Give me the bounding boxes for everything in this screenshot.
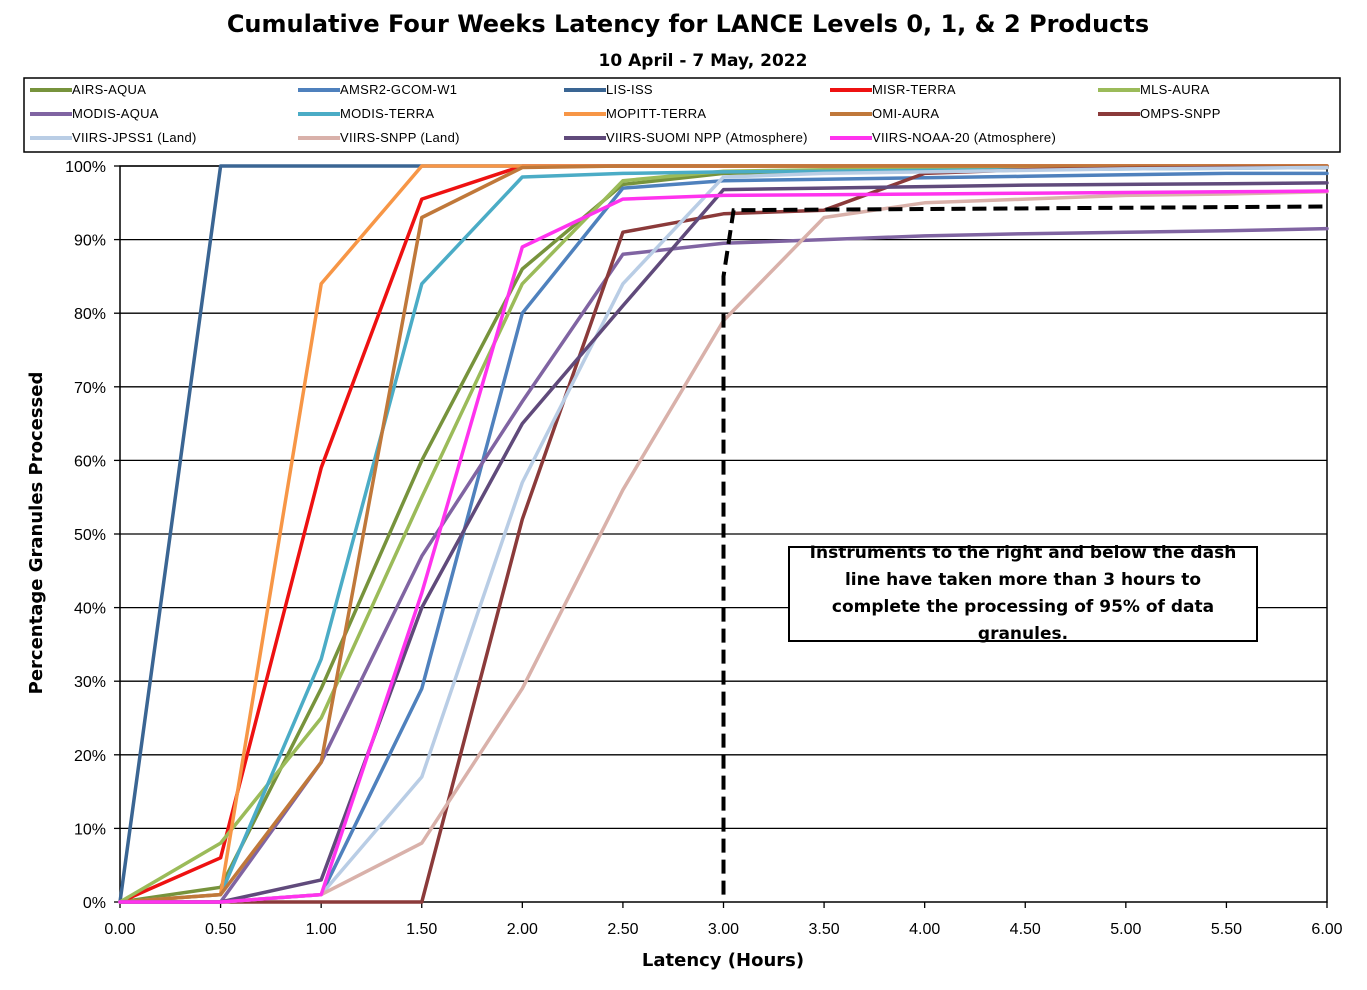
x-tick-label: 1.50 xyxy=(406,921,437,938)
legend-label-modis-terra: MODIS-TERRA xyxy=(340,106,434,121)
series-lines xyxy=(118,164,1329,904)
legend-label-viirs-suomi-npp-atmosphere: VIIRS-SUOMI NPP (Atmosphere) xyxy=(606,130,808,145)
legend-label-omi-aura: OMI-AURA xyxy=(872,106,939,121)
legend-label-viirs-noaa-20-atmosphere: VIIRS-NOAA-20 (Atmosphere) xyxy=(872,130,1056,145)
x-tick-label: 2.00 xyxy=(507,921,538,938)
x-tick-label: 5.50 xyxy=(1211,921,1242,938)
y-tick-label: 70% xyxy=(74,380,106,397)
y-tick-label: 10% xyxy=(74,821,106,838)
x-tick-label: 4.00 xyxy=(909,921,940,938)
x-tick-label: 0.50 xyxy=(205,921,236,938)
legend-label-omps-snpp: OMPS-SNPP xyxy=(1140,106,1221,121)
y-axis-label: Percentage Granules Processed xyxy=(26,372,47,695)
legend-label-viirs-jpss1-land: VIIRS-JPSS1 (Land) xyxy=(72,130,197,145)
x-tick-label: 4.50 xyxy=(1010,921,1041,938)
x-tick-label: 5.00 xyxy=(1110,921,1141,938)
chart-title: Cumulative Four Weeks Latency for LANCE … xyxy=(227,10,1149,38)
x-tick-label: 6.00 xyxy=(1311,921,1342,938)
legend-label-mls-aura: MLS-AURA xyxy=(1140,82,1210,97)
legend: AIRS-AQUA AMSR2-GCOM-W1 LIS-ISS MISR-TERRA M… xyxy=(23,77,1341,153)
x-tick-label: 1.00 xyxy=(306,921,337,938)
legend-label-mopitt-terra: MOPITT-TERRA xyxy=(606,106,706,121)
x-tick-label: 3.00 xyxy=(708,921,739,938)
series-line-omi-aura xyxy=(118,164,1329,904)
legend-label-misr-terra: MISR-TERRA xyxy=(872,82,956,97)
y-tick-label: 80% xyxy=(74,306,106,323)
x-tick-label: 0.00 xyxy=(104,921,135,938)
y-tick-label: 60% xyxy=(74,453,106,470)
x-axis-label: Latency (Hours) xyxy=(642,950,804,971)
y-tick-label: 0% xyxy=(83,895,106,912)
legend-label-amsr2-gcom-w1: AMSR2-GCOM-W1 xyxy=(340,82,457,97)
x-axis-ticks: 0.00 0.50 1.00 1.50 2.00 2.50 3.00 3.50 4.00 4.50… xyxy=(104,902,1343,938)
series-line-viirs-noaa-20-atmosphere xyxy=(118,189,1329,904)
annotation-box: Instruments to the right and below the d… xyxy=(788,543,1258,644)
y-tick-label: 100% xyxy=(65,159,106,176)
y-tick-label: 50% xyxy=(74,527,106,544)
threshold-dash-line xyxy=(721,204,1328,895)
legend-label-lis-iss: LIS-ISS xyxy=(606,82,653,97)
legend-label-airs-aqua: AIRS-AQUA xyxy=(72,82,146,97)
y-axis-ticks: 0% 10% 20% 30% 40% 50% 60% 70% 80% 90% 100% xyxy=(65,159,120,912)
y-tick-label: 20% xyxy=(74,748,106,765)
series-line-viirs-suomi-npp-atmosphere xyxy=(118,181,1329,904)
chart-subtitle: 10 April - 7 May, 2022 xyxy=(599,51,808,71)
y-tick-label: 90% xyxy=(74,233,106,250)
x-tick-label: 3.50 xyxy=(809,921,840,938)
y-tick-label: 30% xyxy=(74,674,106,691)
legend-label-viirs-snpp-land: VIIRS-SNPP (Land) xyxy=(340,130,460,145)
x-tick-label: 2.50 xyxy=(607,921,638,938)
y-tick-label: 40% xyxy=(74,601,106,618)
legend-label-modis-aqua: MODIS-AQUA xyxy=(72,106,159,121)
